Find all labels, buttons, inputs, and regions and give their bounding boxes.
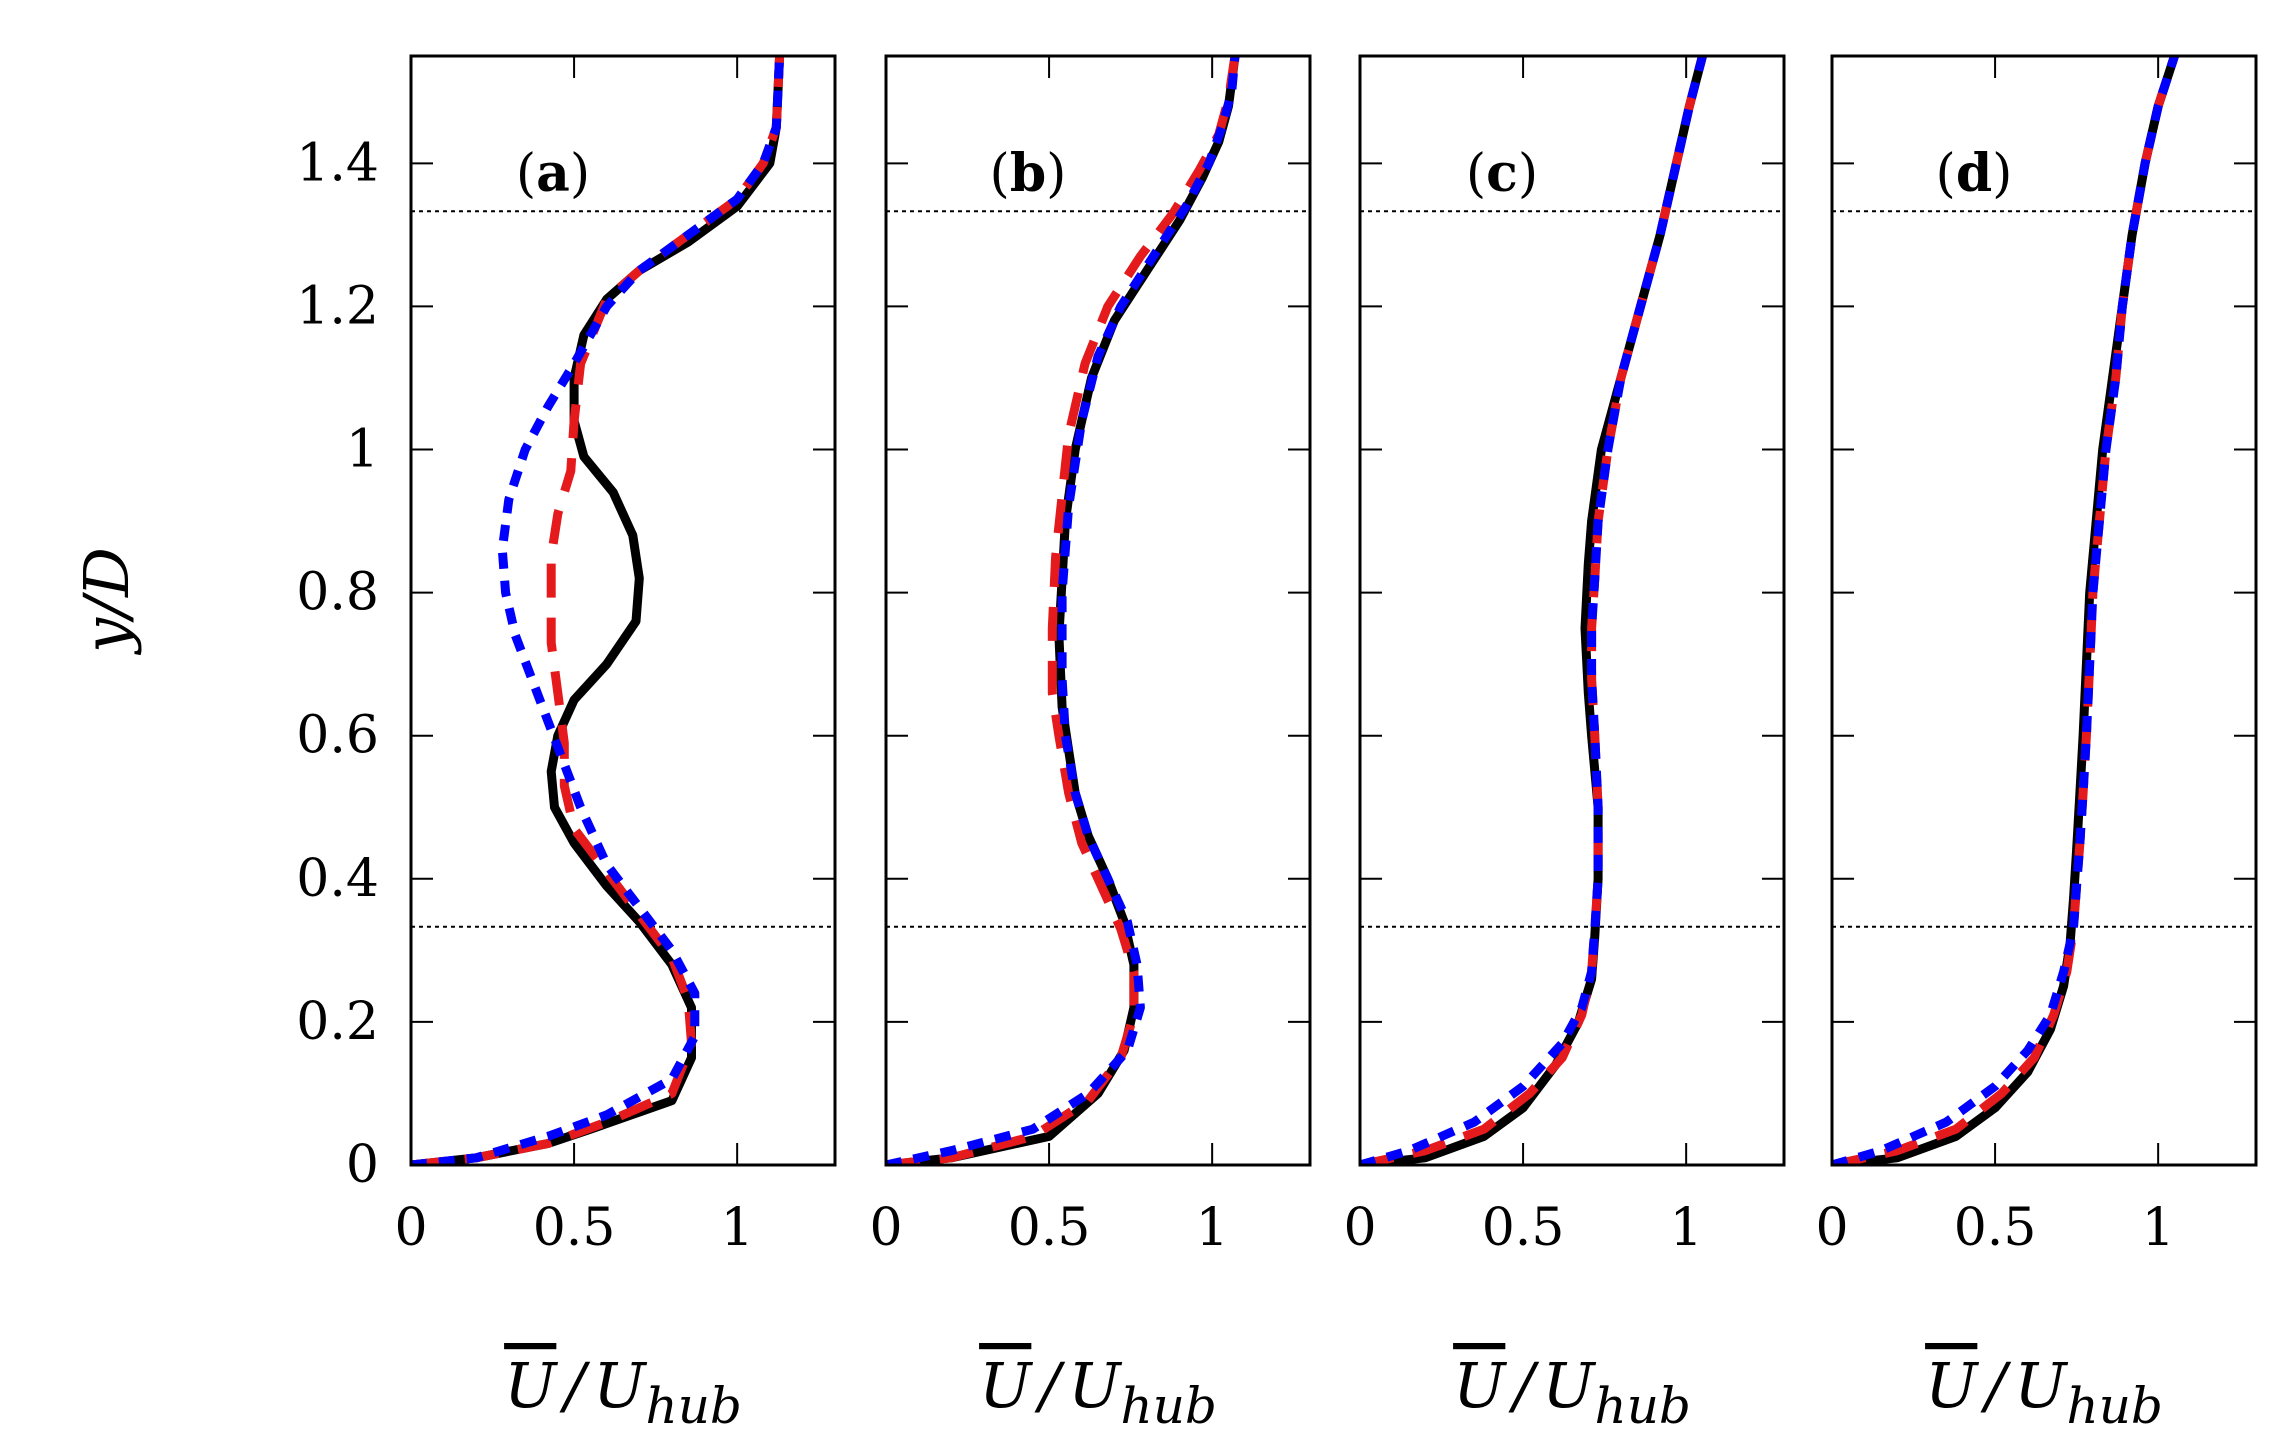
panel-label: (b) — [990, 143, 1067, 204]
x-axis-label-ref: U — [1542, 1349, 1596, 1422]
panel-data — [411, 56, 785, 1165]
x-axis-label: U / Uhub — [1925, 1349, 2163, 1435]
x-tick-label: 1 — [721, 1198, 754, 1258]
x-tick-label: 0 — [869, 1198, 902, 1258]
y-tick-label: 1 — [346, 420, 379, 480]
x-axis-label-slash: / — [1508, 1349, 1539, 1422]
x-tick-label: 0 — [1343, 1198, 1376, 1258]
panel-label-letter: a — [536, 143, 570, 204]
panel-c: 0 0.5 1 (c) U / Uhub — [1343, 54, 1786, 1435]
x-tick-label: 0.5 — [533, 1198, 616, 1258]
series-line-2 — [411, 56, 785, 1165]
series-line-2 — [1360, 56, 1707, 1165]
series-line-1 — [1832, 56, 2179, 1165]
x-axis-label-mean-velocity: U — [979, 1349, 1033, 1422]
panel-label: (a) — [516, 143, 590, 204]
panel-frame — [409, 54, 837, 1167]
x-tick-label: 0.5 — [1482, 1198, 1565, 1258]
x-axis-label-ref: U — [1068, 1349, 1122, 1422]
y-tick-label: 1.2 — [296, 276, 379, 336]
x-axis-label: U / Uhub — [1453, 1349, 1691, 1435]
x-tick-label: 1 — [1196, 1198, 1229, 1258]
series-line-3 — [886, 56, 1240, 1165]
y-tick-label: 1.4 — [296, 133, 379, 193]
panel-label-letter: b — [1010, 143, 1046, 204]
panel-frame — [884, 54, 1312, 1167]
y-axis-title: y/D — [70, 547, 143, 656]
series-line-2 — [886, 56, 1240, 1165]
panel-data — [1832, 56, 2179, 1165]
x-axis-label-slash: / — [559, 1349, 590, 1422]
panel-label-close: ) — [1518, 144, 1538, 204]
series-line-2 — [1832, 56, 2179, 1165]
y-axis-label: y/D — [70, 547, 143, 656]
x-axis-label-mean-velocity: U — [504, 1349, 558, 1422]
series-line-1 — [1360, 56, 1707, 1165]
y-tick-label: 0.4 — [296, 849, 379, 909]
panel-label-close: ) — [570, 144, 590, 204]
x-axis-label-ref: U — [2014, 1349, 2068, 1422]
x-tick-label: 1 — [1670, 1198, 1703, 1258]
x-tick-label: 0 — [394, 1198, 427, 1258]
panel-b: 0 0.5 1 (b) U / Uhub — [869, 54, 1312, 1435]
panel-label-open: ( — [516, 144, 536, 204]
x-axis-label-mean-velocity: U — [1925, 1349, 1979, 1422]
panel-label-open: ( — [990, 144, 1010, 204]
x-axis-label-slash: / — [1034, 1349, 1065, 1422]
x-axis-label-sub: hub — [2067, 1377, 2163, 1435]
panel-frame — [1358, 54, 1786, 1167]
series-line-1 — [411, 56, 785, 1165]
panel-data — [1360, 56, 1707, 1165]
panel-label: (c) — [1466, 143, 1538, 204]
y-tick-label: 0.2 — [296, 992, 379, 1052]
series-line-3 — [1360, 56, 1707, 1165]
x-axis-label-ref: U — [593, 1349, 647, 1422]
panel-label-close: ) — [1046, 144, 1066, 204]
x-axis-label-slash: / — [1980, 1349, 2011, 1422]
x-axis-label-mean-velocity: U — [1453, 1349, 1507, 1422]
series-line-3 — [411, 56, 785, 1165]
panel-data — [886, 56, 1240, 1165]
panel-frame — [1830, 54, 2258, 1167]
x-axis-label-sub: hub — [1121, 1377, 1217, 1435]
panel-label-letter: d — [1956, 143, 1992, 204]
x-axis-label: U / Uhub — [504, 1349, 742, 1435]
x-axis-label-sub: hub — [646, 1377, 742, 1435]
x-tick-label: 0 — [1815, 1198, 1848, 1258]
panel-label-letter: c — [1486, 143, 1518, 204]
y-tick-label: 0.8 — [296, 563, 379, 623]
panel-d: 0 0.5 1 (d) U / Uhub — [1815, 54, 2258, 1435]
panel-label-close: ) — [1992, 144, 2012, 204]
panel-label-open: ( — [1936, 144, 1956, 204]
x-tick-label: 0.5 — [1008, 1198, 1091, 1258]
x-axis-label: U / Uhub — [979, 1349, 1217, 1435]
y-tick-label: 0 — [346, 1135, 379, 1195]
y-tick-label: 0.6 — [296, 706, 379, 766]
panel-a: 0 0.2 0.4 0.6 0.8 1 1.2 1.4 0 0.5 1 (a) U / Uhub — [296, 54, 837, 1435]
x-axis-label-sub: hub — [1595, 1377, 1691, 1435]
x-tick-label: 0.5 — [1954, 1198, 2037, 1258]
panel-label: (d) — [1936, 143, 2013, 204]
x-tick-label: 1 — [2142, 1198, 2175, 1258]
series-line-3 — [1832, 56, 2179, 1165]
panel-label-open: ( — [1466, 144, 1486, 204]
